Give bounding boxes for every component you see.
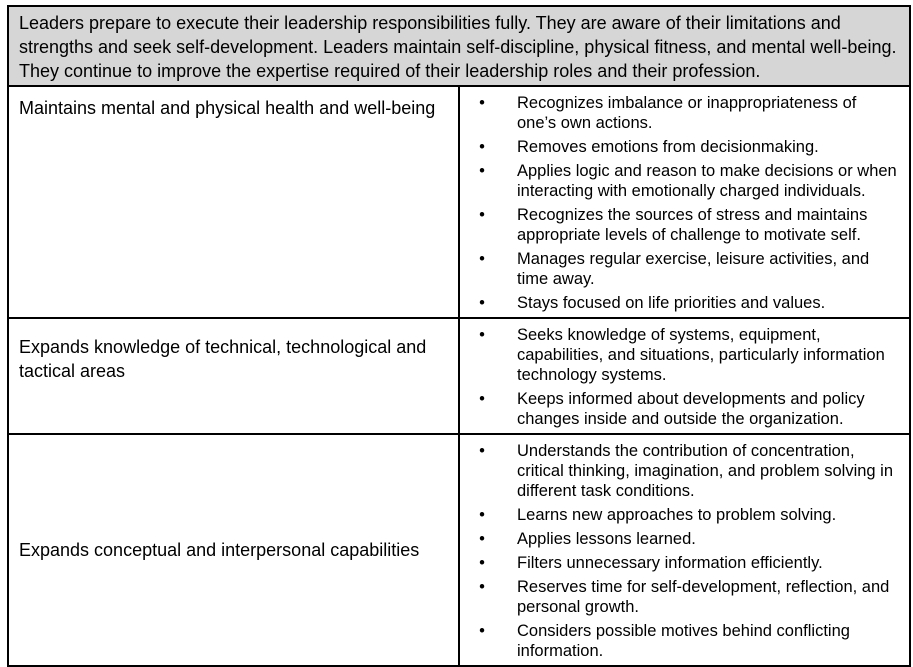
behavior-list-cell: • Understands the contribution of concent… (458, 433, 911, 667)
list-item: • Filters unnecessary information efficie… (475, 553, 899, 573)
list-item: • Applies logic and reason to make decisi… (475, 161, 899, 201)
list-item: • Considers possible motives behind confl… (475, 621, 899, 661)
list-item-text: Manages regular exercise, leisure activi… (517, 250, 870, 288)
header-row: Leaders prepare to execute their leaders… (7, 5, 911, 87)
bullet-icon: • (479, 294, 485, 312)
bullet-icon: • (479, 162, 485, 180)
behavior-list: • Understands the contribution of concent… (475, 441, 899, 661)
behavior-list-cell: • Recognizes imbalance or inappropriatene… (458, 85, 911, 319)
bullet-icon: • (479, 622, 485, 640)
list-item-text: Applies logic and reason to make decisio… (517, 162, 897, 200)
bullet-icon: • (479, 206, 485, 224)
list-item-text: Applies lessons learned. (517, 530, 696, 548)
list-item-text: Reserves time for self-development, refl… (517, 578, 890, 616)
list-item: • Keeps informed about developments and p… (475, 389, 899, 429)
competency-row-conceptual: Expands conceptual and interpersonal cap… (7, 433, 911, 667)
list-item: • Removes emotions from decisionmaking. (475, 137, 899, 157)
header-description: Leaders prepare to execute their leaders… (7, 5, 911, 87)
competency-row-knowledge: Expands knowledge of technical, technolo… (7, 317, 911, 435)
competency-label: Expands knowledge of technical, technolo… (7, 317, 460, 435)
list-item: • Recognizes the sources of stress and ma… (475, 205, 899, 245)
behavior-list-cell: • Seeks knowledge of systems, equipment, … (458, 317, 911, 435)
list-item-text: Removes emotions from decisionmaking. (517, 138, 819, 156)
list-item: • Recognizes imbalance or inappropriatene… (475, 93, 899, 133)
bullet-icon: • (479, 390, 485, 408)
list-item-text: Seeks knowledge of systems, equipment, c… (517, 326, 885, 384)
bullet-icon: • (479, 578, 485, 596)
competency-table: Leaders prepare to execute their leaders… (7, 5, 911, 667)
bullet-icon: • (479, 506, 485, 524)
bullet-icon: • (479, 530, 485, 548)
bullet-icon: • (479, 250, 485, 268)
list-item: • Applies lessons learned. (475, 529, 899, 549)
bullet-icon: • (479, 442, 485, 460)
behavior-list: • Seeks knowledge of systems, equipment, … (475, 325, 899, 429)
list-item-text: Learns new approaches to problem solving… (517, 506, 837, 524)
list-item-text: Considers possible motives behind confli… (517, 622, 850, 660)
list-item: • Learns new approaches to problem solvin… (475, 505, 899, 525)
bullet-icon: • (479, 554, 485, 572)
competency-label: Maintains mental and physical health and… (7, 85, 460, 319)
bullet-icon: • (479, 138, 485, 156)
list-item-text: Recognizes imbalance or inappropriatenes… (517, 94, 857, 132)
list-item: • Understands the contribution of concent… (475, 441, 899, 501)
list-item-text: Understands the contribution of concentr… (517, 442, 894, 500)
list-item: • Seeks knowledge of systems, equipment, … (475, 325, 899, 385)
bullet-icon: • (479, 94, 485, 112)
bullet-icon: • (479, 326, 485, 344)
list-item: • Stays focused on life priorities and va… (475, 293, 899, 313)
list-item-text: Stays focused on life priorities and val… (517, 294, 826, 312)
competency-label: Expands conceptual and interpersonal cap… (7, 433, 460, 667)
list-item: • Manages regular exercise, leisure activ… (475, 249, 899, 289)
list-item-text: Keeps informed about developments and po… (517, 390, 865, 428)
list-item-text: Recognizes the sources of stress and mai… (517, 206, 868, 244)
list-item-text: Filters unnecessary information efficien… (517, 554, 823, 572)
competency-row-health: Maintains mental and physical health and… (7, 85, 911, 319)
behavior-list: • Recognizes imbalance or inappropriatene… (475, 93, 899, 313)
list-item: • Reserves time for self-development, ref… (475, 577, 899, 617)
